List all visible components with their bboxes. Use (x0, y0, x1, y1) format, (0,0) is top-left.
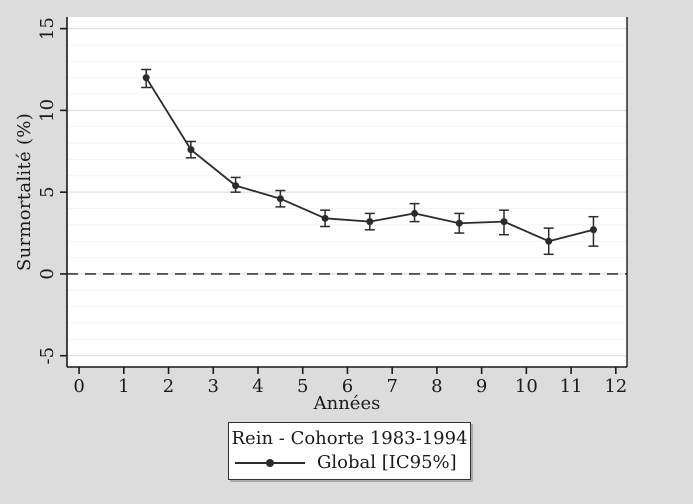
x-tick-label: 4 (252, 376, 263, 397)
x-tick-label: 1 (118, 376, 129, 397)
legend-entry: Global [IC95%] (229, 452, 470, 473)
x-tick-label: 5 (297, 376, 308, 397)
data-point (455, 219, 463, 227)
x-tick-label: 7 (386, 376, 397, 397)
y-tick-label: -5 (37, 347, 58, 365)
data-point (545, 237, 553, 245)
x-tick-label: 10 (515, 376, 538, 397)
x-tick-label: 11 (560, 376, 583, 397)
data-point (411, 209, 419, 217)
data-point (589, 226, 597, 234)
data-point (142, 74, 150, 82)
data-point (232, 182, 240, 190)
legend-box: Rein - Cohorte 1983-1994 Global [IC95%] (228, 422, 471, 480)
x-tick-label: 0 (73, 376, 84, 397)
legend-title: Rein - Cohorte 1983-1994 (231, 428, 468, 449)
y-tick-label: 10 (37, 99, 58, 122)
x-tick-label: 12 (604, 376, 627, 397)
y-tick-label: 15 (37, 17, 58, 40)
data-point (187, 146, 195, 154)
x-tick-label: 6 (342, 376, 353, 397)
x-tick-label: 2 (163, 376, 174, 397)
data-point (500, 218, 508, 226)
y-tick-label: 5 (37, 186, 58, 197)
legend-entry-label: Global [IC95%] (317, 452, 457, 473)
data-point (366, 218, 374, 226)
x-tick-label: 9 (476, 376, 487, 397)
x-axis-title: Années (313, 393, 381, 414)
y-axis-title: Surmortalité (%) (14, 112, 35, 272)
data-point (276, 195, 284, 203)
x-tick-label: 8 (431, 376, 442, 397)
x-tick-label: 3 (208, 376, 219, 397)
data-point (321, 214, 329, 222)
y-tick-label: 0 (37, 268, 58, 279)
line-with-dot-icon (235, 458, 305, 467)
